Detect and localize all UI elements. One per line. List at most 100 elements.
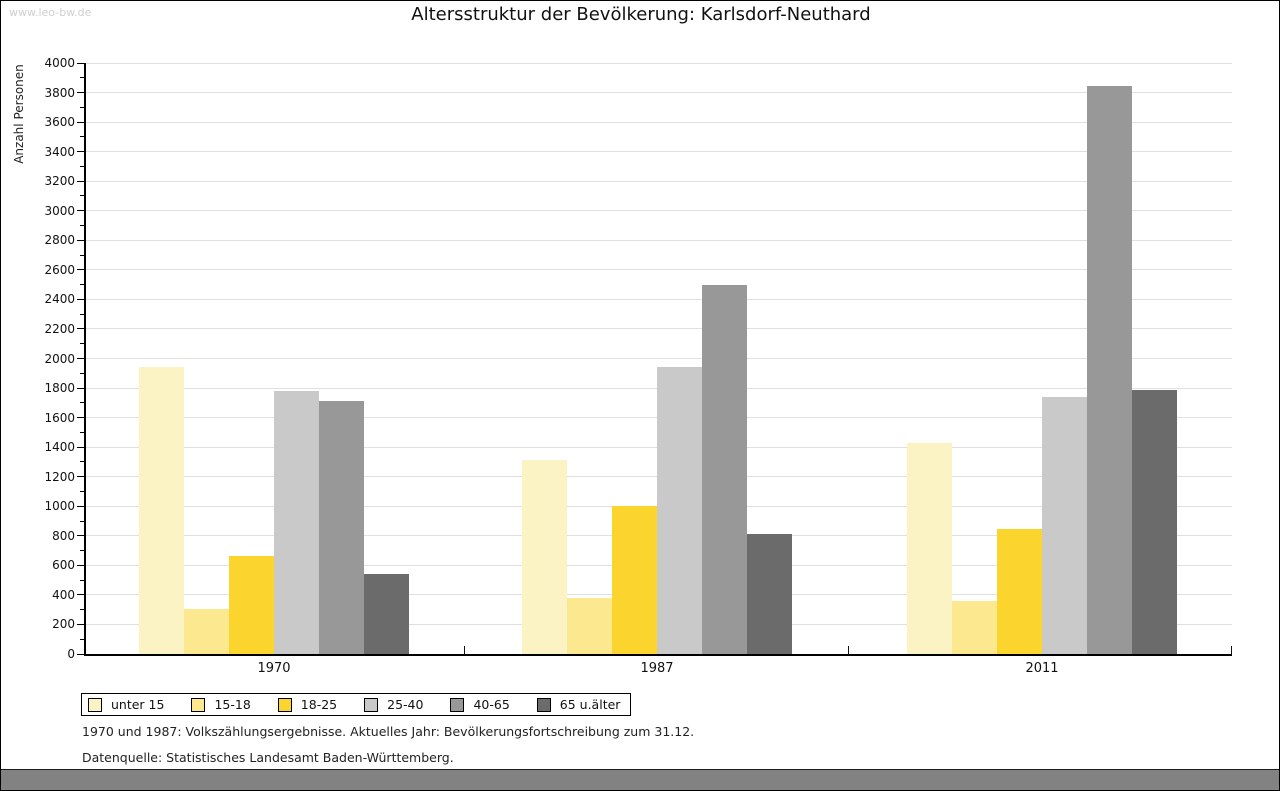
y-axis-tick-label: 3600	[44, 115, 75, 130]
y-axis-tick	[77, 180, 84, 182]
gridline	[86, 210, 1232, 212]
bar-25-40-1987	[657, 367, 702, 654]
gridline	[86, 269, 1232, 271]
footnote-line-1: 1970 und 1987: Volkszählungsergebnisse. …	[82, 724, 695, 739]
legend-swatch-icon	[450, 697, 465, 712]
y-axis-tick-label: 2400	[44, 292, 75, 307]
y-axis-tick-label: 1200	[44, 469, 75, 484]
bar-unter-15-1987	[522, 459, 567, 654]
y-axis-tick-label: 1000	[44, 499, 75, 514]
y-axis-tick-label: 3400	[44, 144, 75, 159]
bar-unter-15-1970	[139, 366, 184, 654]
y-axis-tick	[80, 254, 84, 256]
y-axis-tick-label: 200	[52, 617, 75, 632]
y-axis-tick	[80, 550, 84, 552]
bar-15-18-1987	[567, 597, 612, 654]
y-axis-tick	[77, 446, 84, 448]
y-axis-tick-label: 1600	[44, 410, 75, 425]
y-axis-tick	[80, 609, 84, 611]
horizontal-scrollbar[interactable]	[1, 769, 1279, 790]
y-axis-tick-label: 1400	[44, 440, 75, 455]
x-axis-line	[84, 654, 1232, 656]
y-axis-tick	[77, 476, 84, 478]
y-axis-tick-label: 3200	[44, 174, 75, 189]
bar-25-40-2011	[1042, 396, 1087, 654]
x-axis-tick-label: 1987	[640, 661, 674, 676]
legend-label: unter 15	[111, 697, 165, 712]
y-axis-tick	[77, 564, 84, 566]
x-axis-divider-tick	[1231, 646, 1232, 654]
y-axis-tick	[77, 594, 84, 596]
x-axis-divider-tick	[464, 646, 465, 654]
bar-40-65-2011	[1087, 85, 1132, 654]
bar-25-40-1970	[274, 391, 319, 654]
y-axis-tick-label: 400	[52, 587, 75, 602]
gridline	[86, 328, 1232, 330]
bar-18-25-1970	[229, 555, 274, 654]
y-axis-tick	[80, 490, 84, 492]
bar-unter-15-2011	[907, 442, 952, 654]
bar-65-u-lter-1987	[747, 534, 792, 654]
y-axis-tick	[80, 225, 84, 227]
bar-15-18-1970	[184, 608, 229, 654]
y-axis-tick-label: 2000	[44, 351, 75, 366]
legend-item: 65 u.älter	[536, 697, 621, 712]
y-axis-tick	[80, 313, 84, 315]
legend-label: 18-25	[300, 697, 338, 712]
footnote-line-2: Datenquelle: Statistisches Landesamt Bad…	[82, 750, 454, 765]
page-title: Altersstruktur der Bevölkerung: Karlsdor…	[411, 4, 871, 25]
y-axis-tick	[77, 210, 84, 212]
gridline	[86, 121, 1232, 123]
y-axis-tick	[77, 387, 84, 389]
y-axis-tick-label: 2800	[44, 233, 75, 248]
y-axis-tick-label: 2600	[44, 262, 75, 277]
y-axis-tick	[80, 431, 84, 433]
y-axis-tick-label: 3800	[44, 85, 75, 100]
x-axis-tick-label: 2011	[1025, 661, 1059, 676]
gridline	[86, 358, 1232, 359]
y-axis-tick	[80, 520, 84, 522]
legend-item: 40-65	[450, 697, 510, 712]
y-axis-tick	[80, 77, 84, 79]
y-axis-tick	[80, 579, 84, 581]
legend-swatch-icon	[277, 697, 292, 712]
gridline	[86, 180, 1232, 182]
legend-swatch-icon	[536, 697, 551, 712]
y-axis-tick	[80, 638, 84, 640]
y-axis-tick	[80, 372, 84, 374]
y-axis-tick	[77, 623, 84, 625]
bar-65-u-lter-1970	[364, 574, 409, 654]
y-axis-tick	[80, 106, 84, 108]
y-axis-tick	[77, 121, 84, 123]
x-axis-tick-label: 1970	[257, 661, 291, 676]
y-axis-tick	[80, 165, 84, 167]
legend-item: 18-25	[277, 697, 338, 712]
y-axis-tick	[77, 269, 84, 271]
y-axis-tick	[77, 358, 84, 359]
y-axis-tick	[77, 151, 84, 153]
y-axis-tick	[80, 343, 84, 345]
y-axis-tick	[80, 195, 84, 197]
site-watermark: www.leo-bw.de	[9, 6, 92, 19]
legend-item: 25-40	[364, 697, 423, 712]
gridline	[86, 151, 1232, 153]
y-axis-tick-label: 1800	[44, 381, 75, 396]
gridline	[86, 239, 1232, 241]
y-axis-tick	[77, 417, 84, 419]
legend-item: unter 15	[88, 697, 164, 712]
y-axis-tick-label: 4000	[44, 56, 75, 70]
legend-label: 65 u.älter	[559, 697, 621, 712]
legend-swatch-icon	[191, 697, 206, 712]
legend-swatch-icon	[88, 697, 102, 712]
bar-18-25-1987	[612, 505, 657, 654]
y-axis-tick-label: 800	[52, 528, 75, 543]
gridline	[86, 298, 1232, 300]
gridline	[86, 62, 1232, 64]
y-axis-tick	[80, 402, 84, 404]
chart-legend: unter 15 15-18 18-25 25-40 40-65 65 u.älter	[81, 693, 632, 716]
bar-15-18-2011	[952, 600, 997, 654]
gridline	[86, 92, 1232, 94]
y-axis-tick	[80, 136, 84, 138]
